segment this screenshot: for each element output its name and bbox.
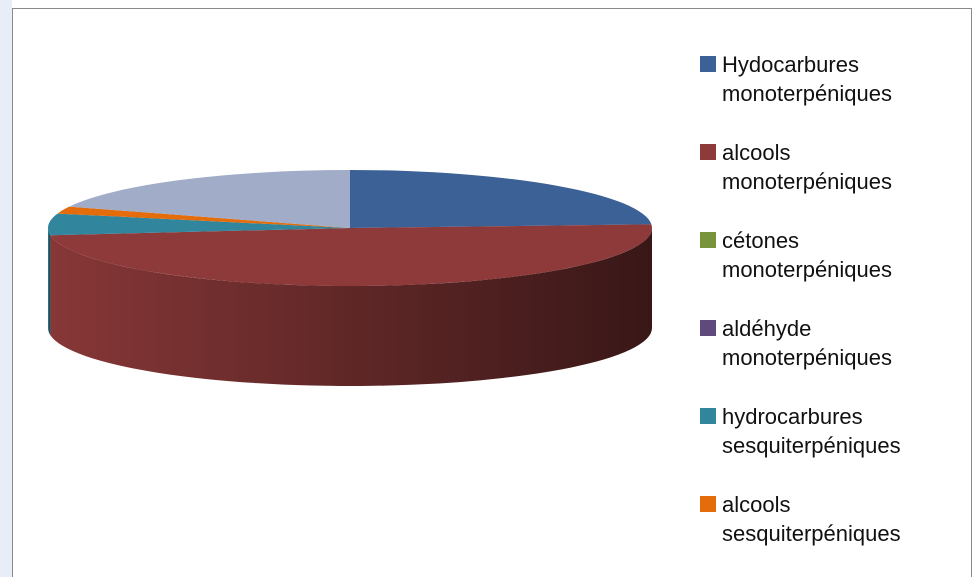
slice — [69, 170, 350, 228]
slice — [57, 206, 350, 228]
legend-swatch — [700, 496, 716, 512]
legend-entry: hydrocarbures sesquiterpéniques — [700, 402, 970, 490]
page-strip — [0, 0, 12, 577]
legend-entry: cétones monoterpéniques — [700, 226, 970, 314]
legend-swatch — [700, 56, 716, 72]
legend-entry: aldéhyde monoterpéniques — [700, 314, 970, 402]
legend-label: aldéhyde monoterpéniques — [722, 316, 893, 370]
chart-frame — [12, 8, 972, 577]
legend-label: cétones monoterpéniques — [722, 228, 893, 282]
legend: Hydocarbures monoterpéniques alcools mono… — [700, 50, 970, 577]
slice — [350, 170, 652, 228]
legend-label: alcools sesquiterpéniques — [722, 492, 901, 546]
legend-label: hydrocarbures sesquiterpéniques — [722, 404, 901, 458]
legend-swatch — [700, 408, 716, 424]
legend-label: alcools monoterpéniques — [722, 140, 893, 194]
legend-swatch — [700, 232, 716, 248]
legend-entry: Hydocarbures monoterpéniques — [700, 50, 970, 138]
legend-entry: alcools sesquiterpéniques — [700, 490, 970, 577]
legend-label: Hydocarbures monoterpéniques — [722, 52, 893, 106]
legend-entry: alcools monoterpéniques — [700, 138, 970, 226]
slice — [48, 213, 351, 236]
slice-side — [50, 228, 653, 387]
legend-swatch — [700, 320, 716, 336]
legend-swatch — [700, 144, 716, 160]
slice — [50, 224, 653, 287]
slice-side — [48, 228, 51, 336]
